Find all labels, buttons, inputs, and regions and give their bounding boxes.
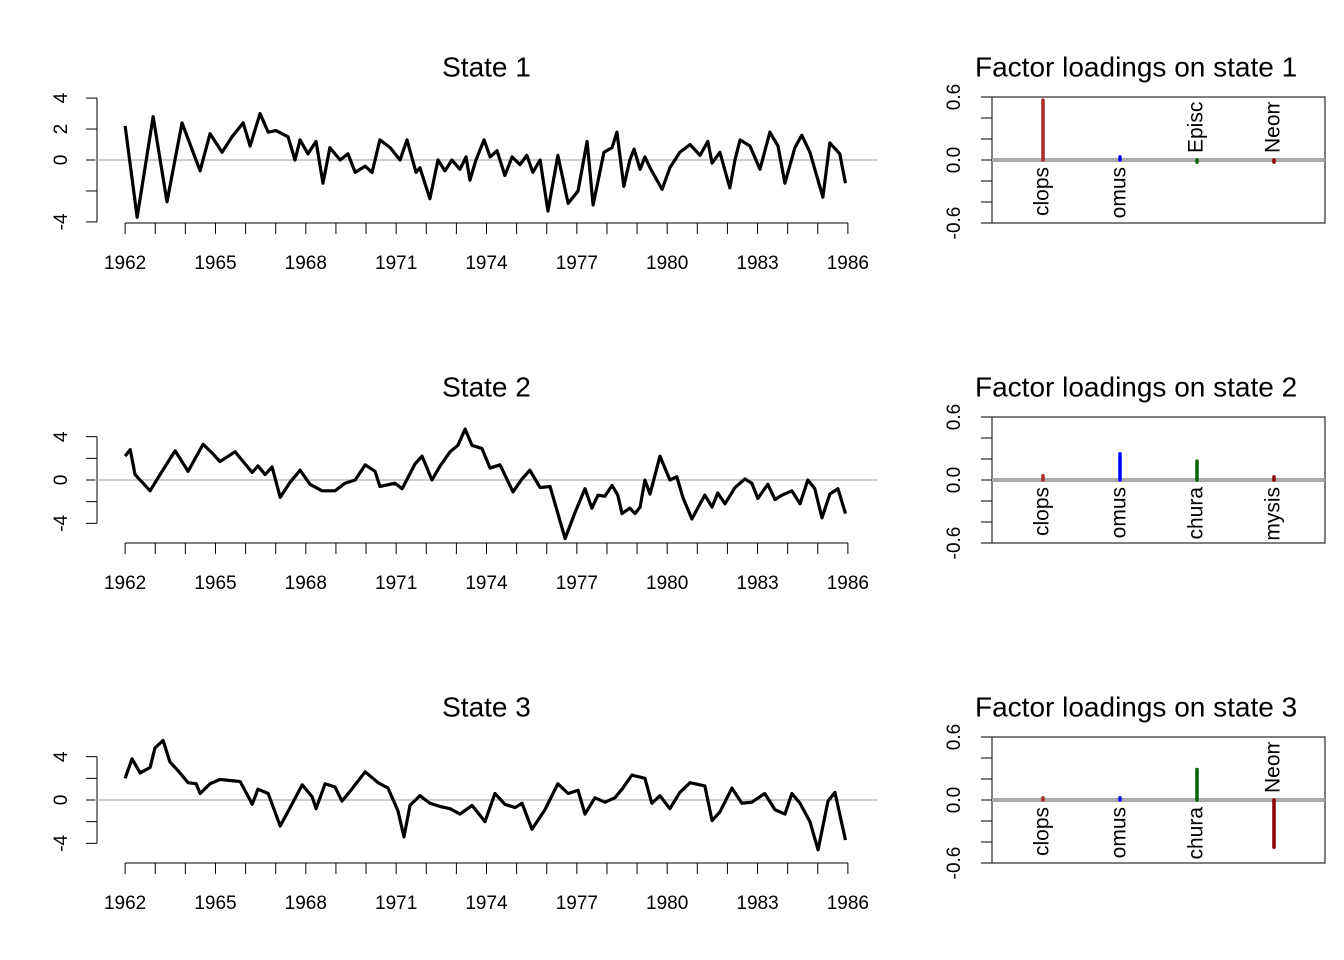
x-tick-label: 1971 xyxy=(375,253,417,274)
loading-label: Episc xyxy=(1185,102,1208,153)
y-tick-label: 0.6 xyxy=(944,404,965,430)
state-line xyxy=(123,427,848,541)
loading-label: omus xyxy=(1108,807,1131,858)
y-tick-label: 2 xyxy=(51,124,72,135)
loading-label: omus xyxy=(1108,487,1131,538)
y-tick-label: -4 xyxy=(51,834,72,851)
y-tick-label: 0 xyxy=(51,475,72,486)
y-tick-label: 4 xyxy=(51,431,72,442)
loading-label: Neom xyxy=(1262,737,1285,793)
x-tick-label: 1986 xyxy=(827,573,869,594)
x-tick-label: 1983 xyxy=(736,893,778,914)
state-line xyxy=(123,738,848,852)
y-tick-label: -0.6 xyxy=(944,847,965,880)
x-tick-label: 1971 xyxy=(375,573,417,594)
x-tick-label: 1986 xyxy=(827,253,869,274)
y-tick-label: -4 xyxy=(51,514,72,531)
state-line xyxy=(123,111,848,219)
y-tick-label: 0.6 xyxy=(944,84,965,110)
x-tick-label: 1968 xyxy=(285,573,327,594)
loading-label: mysis xyxy=(1262,487,1285,541)
x-tick-label: 1974 xyxy=(465,573,508,594)
x-tick-label: 1980 xyxy=(646,893,688,914)
x-tick-label: 1974 xyxy=(465,893,508,914)
panel-title: Factor loadings on state 3 xyxy=(975,691,1297,722)
loading-label: clops xyxy=(1031,167,1054,216)
y-tick-label: 4 xyxy=(51,751,72,762)
loading-label: chura xyxy=(1185,487,1208,540)
loading-label: clops xyxy=(1031,807,1054,856)
loading-label: Neom xyxy=(1262,97,1285,153)
y-tick-label: -0.6 xyxy=(944,527,965,560)
panel-title: Factor loadings on state 1 xyxy=(975,51,1297,82)
x-tick-label: 1983 xyxy=(736,253,778,274)
x-tick-label: 1968 xyxy=(285,893,327,914)
x-tick-label: 1986 xyxy=(827,893,869,914)
x-tick-label: 1965 xyxy=(194,893,236,914)
x-tick-label: 1977 xyxy=(556,893,598,914)
x-tick-label: 1977 xyxy=(556,573,598,594)
x-tick-label: 1980 xyxy=(646,253,688,274)
panel-title: State 3 xyxy=(442,691,531,722)
x-tick-label: 1983 xyxy=(736,573,778,594)
y-tick-label: 0.6 xyxy=(944,724,965,750)
x-tick-label: 1965 xyxy=(194,253,236,274)
x-tick-label: 1968 xyxy=(285,253,327,274)
loading-label: clops xyxy=(1031,487,1054,536)
loading-label: omus xyxy=(1108,167,1131,218)
y-tick-label: -0.6 xyxy=(944,207,965,240)
y-tick-label: 0 xyxy=(51,155,72,166)
x-tick-label: 1962 xyxy=(104,893,146,914)
loading-label: chura xyxy=(1185,807,1208,860)
y-tick-label: -4 xyxy=(51,213,72,230)
x-tick-label: 1980 xyxy=(646,573,688,594)
y-tick-label: 0.0 xyxy=(944,147,965,173)
x-tick-label: 1971 xyxy=(375,893,417,914)
panel-title: State 1 xyxy=(442,51,531,82)
x-tick-label: 1962 xyxy=(104,253,146,274)
panel-title: State 2 xyxy=(442,371,531,402)
panel-title: Factor loadings on state 2 xyxy=(975,371,1297,402)
y-tick-label: 0.0 xyxy=(944,467,965,493)
y-tick-label: 0.0 xyxy=(944,787,965,813)
x-tick-label: 1974 xyxy=(465,253,508,274)
x-tick-label: 1962 xyxy=(104,573,146,594)
y-tick-label: 4 xyxy=(51,92,72,103)
x-tick-label: 1977 xyxy=(556,253,598,274)
x-tick-label: 1965 xyxy=(194,573,236,594)
y-tick-label: 0 xyxy=(51,795,72,806)
